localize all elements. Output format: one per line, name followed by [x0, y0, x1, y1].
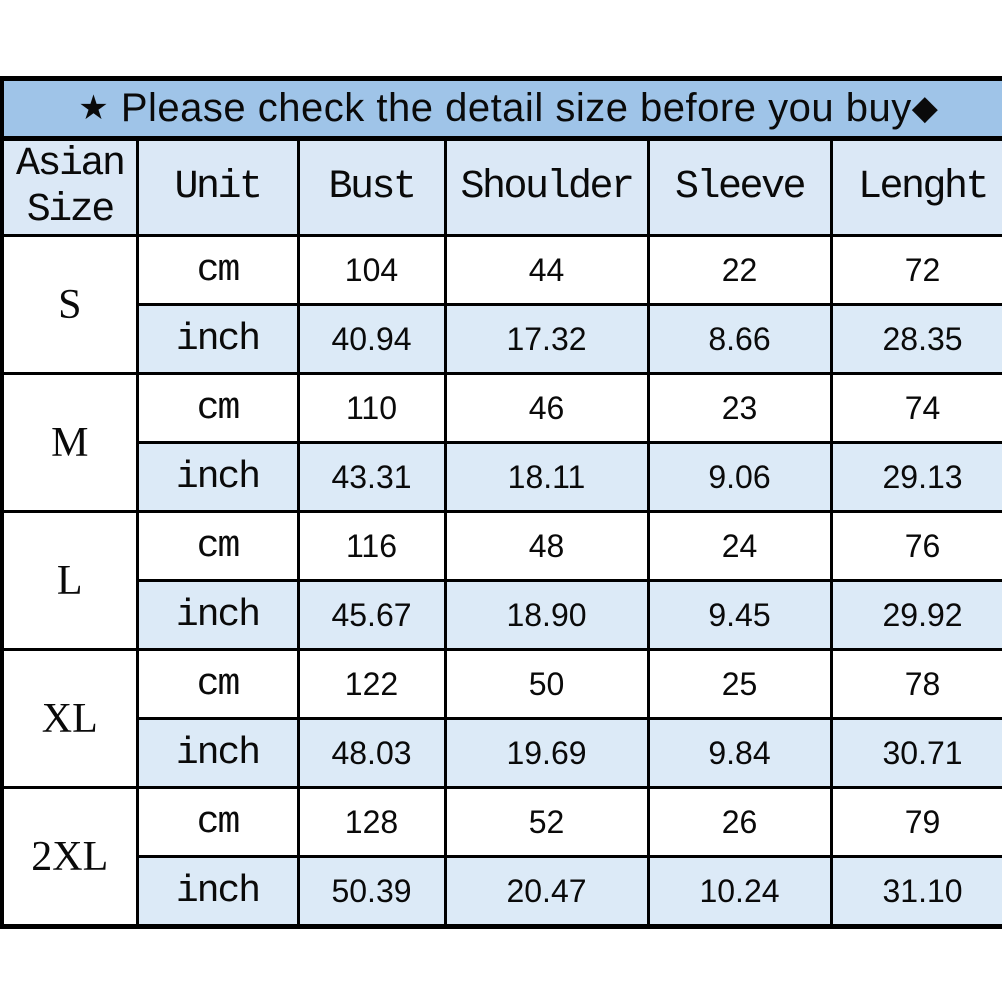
- measurement-cell: 9.06: [646, 441, 833, 513]
- size-row-inch: inch 48.03 19.69 9.84 30.71: [2, 717, 1002, 789]
- header-unit: Unit: [135, 137, 300, 237]
- banner: ★ Please check the detail size before yo…: [0, 76, 1002, 141]
- measurement-cell: 26: [646, 786, 833, 858]
- measurement-cell: 52: [443, 786, 650, 858]
- measurement-cell: 45.67: [296, 579, 447, 651]
- diamond-icon: ◆: [911, 89, 939, 127]
- unit-label-cell: inch: [135, 441, 300, 513]
- table-container: ★ Please check the detail size before yo…: [0, 76, 1002, 929]
- size-label-cell: S: [0, 234, 139, 375]
- header-asian-size: Asian Size: [0, 137, 139, 237]
- measurement-cell: 25: [646, 648, 833, 720]
- size-row-inch: inch 50.39 20.47 10.24 31.10: [2, 855, 1002, 928]
- measurement-cell: 9.84: [646, 717, 833, 789]
- header-sleeve: Sleeve: [646, 137, 833, 237]
- measurement-cell: 10.24: [646, 855, 833, 928]
- size-row-inch: inch 45.67 18.90 9.45 29.92: [2, 579, 1002, 651]
- measurement-cell: 76: [829, 510, 1002, 582]
- measurement-cell: 110: [296, 372, 447, 444]
- measurement-cell: 18.90: [443, 579, 650, 651]
- measurement-cell: 48.03: [296, 717, 447, 789]
- banner-text: Please check the detail size before you …: [109, 86, 912, 130]
- star-icon: ★: [78, 89, 110, 127]
- measurement-cell: 48: [443, 510, 650, 582]
- size-row-cm: 2XL cm 128 52 26 79: [0, 786, 1002, 928]
- size-label-cell: XL: [0, 648, 139, 789]
- measurement-cell: 24: [646, 510, 833, 582]
- measurement-cell: 20.47: [443, 855, 650, 928]
- measurement-cell: 31.10: [829, 855, 1002, 928]
- header-lenght: Lenght: [829, 137, 1002, 237]
- measurement-cell: 17.32: [443, 303, 650, 375]
- unit-label-cell: cm: [135, 372, 300, 444]
- measurement-cell: 22: [646, 234, 833, 306]
- unit-label-cell: inch: [135, 303, 300, 375]
- size-label-cell: M: [0, 372, 139, 513]
- measurement-cell: 79: [829, 786, 1002, 858]
- header-shoulder: Shoulder: [443, 137, 650, 237]
- measurement-cell: 19.69: [443, 717, 650, 789]
- measurement-cell: 104: [296, 234, 447, 306]
- unit-label-cell: inch: [135, 579, 300, 651]
- header-bust: Bust: [296, 137, 447, 237]
- unit-label-cell: inch: [135, 855, 300, 928]
- size-label-cell: L: [0, 510, 139, 651]
- measurement-cell: 30.71: [829, 717, 1002, 789]
- measurement-cell: 74: [829, 372, 1002, 444]
- measurement-cell: 72: [829, 234, 1002, 306]
- measurement-cell: 9.45: [646, 579, 833, 651]
- measurement-cell: 50.39: [296, 855, 447, 928]
- measurement-cell: 122: [296, 648, 447, 720]
- size-chart-table: ★ Please check the detail size before yo…: [0, 76, 1002, 929]
- size-row-inch: inch 40.94 17.32 8.66 28.35: [2, 303, 1002, 375]
- measurement-cell: 40.94: [296, 303, 447, 375]
- unit-label-cell: cm: [135, 648, 300, 720]
- measurement-cell: 29.13: [829, 441, 1002, 513]
- measurement-cell: 44: [443, 234, 650, 306]
- measurement-cell: 46: [443, 372, 650, 444]
- measurement-cell: 128: [296, 786, 447, 858]
- measurement-cell: 116: [296, 510, 447, 582]
- size-chart-page: ★ Please check the detail size before yo…: [0, 76, 1002, 929]
- measurement-cell: 43.31: [296, 441, 447, 513]
- measurement-cell: 50: [443, 648, 650, 720]
- measurement-cell: 78: [829, 648, 1002, 720]
- measurement-cell: 29.92: [829, 579, 1002, 651]
- banner-row: ★ Please check the detail size before yo…: [0, 76, 1002, 141]
- unit-label-cell: cm: [135, 786, 300, 858]
- measurement-cell: 18.11: [443, 441, 650, 513]
- measurement-cell: 23: [646, 372, 833, 444]
- size-label-cell: 2XL: [0, 786, 139, 928]
- unit-label-cell: inch: [135, 717, 300, 789]
- measurement-cell: 28.35: [829, 303, 1002, 375]
- size-row-cm: XL cm 122 50 25 78: [0, 648, 1002, 789]
- header-row: Asian Size Unit Bust Shoulder Sleeve Len…: [0, 137, 1002, 237]
- measurement-cell: 8.66: [646, 303, 833, 375]
- unit-label-cell: cm: [135, 510, 300, 582]
- unit-label-cell: cm: [135, 234, 300, 306]
- size-row-inch: inch 43.31 18.11 9.06 29.13: [2, 441, 1002, 513]
